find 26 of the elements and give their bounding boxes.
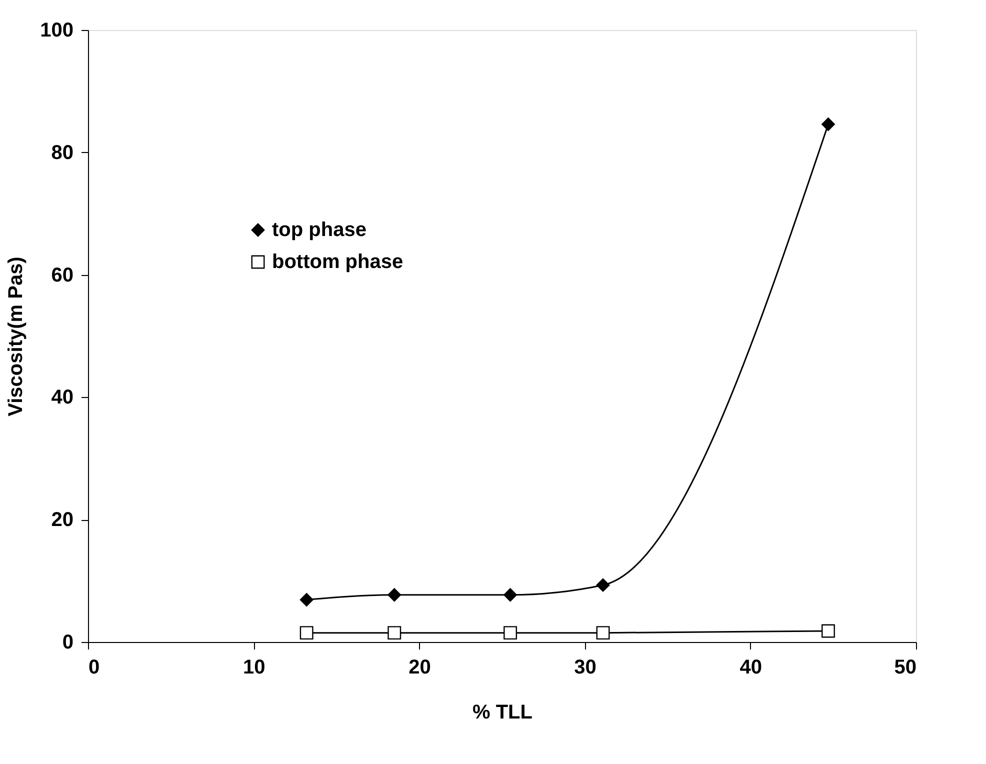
point [388,588,402,602]
point [596,626,610,640]
y-tick-label: 20 [51,509,74,532]
x-axis-title: % TLL [472,702,532,724]
y-tick-label: 60 [51,264,74,286]
point [300,626,314,640]
y-tick-label: 80 [51,142,74,164]
point [300,593,314,606]
y-tick-label: 40 [51,386,74,409]
y-tick-label: 100 [40,20,74,42]
legend-label: bottom phase [272,251,404,273]
x-tick-label: 40 [740,656,762,678]
x-tick-label: 10 [242,656,266,678]
x-tick-label: 50 [894,656,916,678]
point [822,118,835,131]
x-tick-label: 20 [408,656,431,678]
point [504,588,518,602]
point [822,624,835,638]
x-tick-label: 30 [574,656,596,678]
point [596,578,610,592]
legend-label: top phase [272,219,366,241]
point [388,626,402,640]
x-tick-label: 0 [88,656,100,678]
point [504,626,518,640]
y-axis-title: Viscosity(m Pas) [5,256,28,416]
y-tick-label: 0 [62,632,74,654]
